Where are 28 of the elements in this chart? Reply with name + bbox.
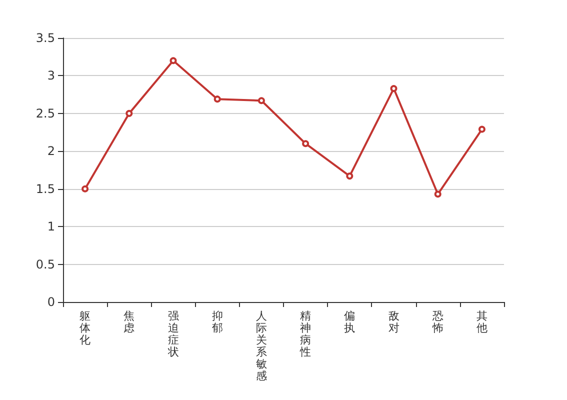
x-tick-label: 强迫症状 xyxy=(166,310,179,358)
x-tick-label: 焦虑 xyxy=(124,310,135,334)
point xyxy=(434,190,442,198)
x-tick-label: 精神病性 xyxy=(299,310,312,358)
y-tick-label: 1.5 xyxy=(36,182,55,196)
point xyxy=(82,185,89,192)
y-tick-label: 2 xyxy=(47,144,55,158)
point xyxy=(302,140,310,148)
x-tick-label: 敌对 xyxy=(388,310,400,334)
point xyxy=(346,172,354,180)
y-tick-label: 3.5 xyxy=(36,31,55,45)
x-tick-label: 抑郁 xyxy=(212,310,223,334)
point xyxy=(170,57,177,64)
y-tick-label: 0.5 xyxy=(36,257,55,272)
y-tick-label: 1 xyxy=(47,220,55,234)
point xyxy=(478,126,486,133)
x-tick-label: 偏执 xyxy=(344,310,356,334)
x-tick-label: 恐怖 xyxy=(431,310,444,334)
point xyxy=(390,85,398,92)
y-tick-label: 2.5 xyxy=(36,106,55,120)
x-tick-label: 人际关系敏感 xyxy=(256,310,267,382)
point xyxy=(126,110,133,117)
x-tick-label: 其他 xyxy=(476,310,488,334)
point xyxy=(258,97,265,104)
y-tick-label: 3 xyxy=(47,68,55,83)
x-tick-label: 躯体化 xyxy=(80,310,91,346)
point xyxy=(214,96,221,103)
y-tick-label: 0 xyxy=(47,295,55,309)
